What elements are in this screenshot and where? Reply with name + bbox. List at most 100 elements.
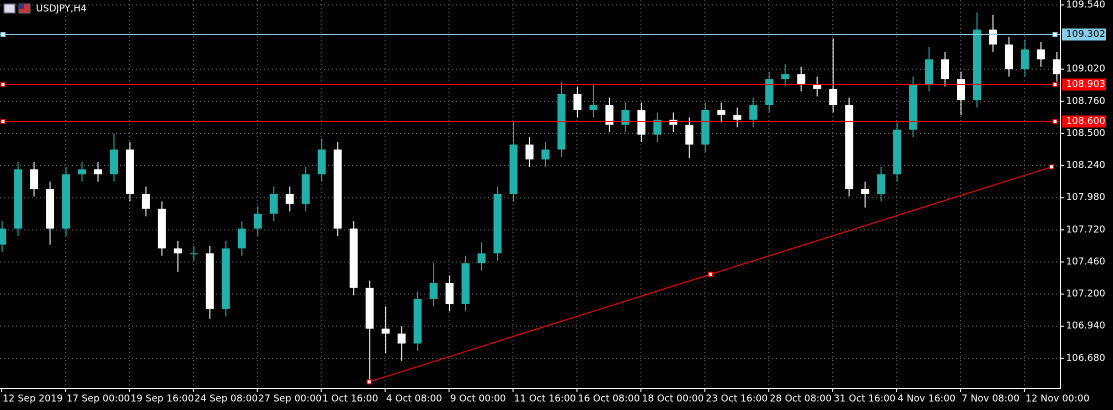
candle-body bbox=[493, 194, 502, 254]
marks bbox=[0, 12, 1061, 381]
candle-body bbox=[30, 169, 39, 190]
x-tick-label: 4 Nov 16:00 bbox=[898, 394, 956, 405]
y-tick-label: 108.760 bbox=[1066, 96, 1105, 107]
candle-body bbox=[14, 169, 23, 229]
candle-body bbox=[141, 194, 150, 209]
candle-body bbox=[781, 74, 790, 80]
candle-body bbox=[685, 124, 694, 145]
x-tick-label: 11 Oct 16:00 bbox=[514, 394, 576, 405]
x-tick-label: 9 Oct 00:00 bbox=[450, 394, 506, 405]
price-label: 108.600 bbox=[1066, 116, 1105, 127]
trend-anchor bbox=[707, 271, 713, 277]
candle-body bbox=[46, 189, 55, 229]
y-tick-label: 109.020 bbox=[1066, 64, 1105, 75]
candle-body bbox=[605, 105, 614, 125]
candle-body bbox=[125, 149, 134, 194]
candle-body bbox=[1052, 59, 1061, 75]
candle-body bbox=[573, 93, 582, 110]
candle-body bbox=[1036, 49, 1045, 60]
y-tick-label: 108.500 bbox=[1066, 128, 1105, 139]
candle-body bbox=[461, 263, 470, 304]
candle-body bbox=[0, 228, 7, 245]
candle-body bbox=[397, 333, 406, 344]
candle-body bbox=[205, 253, 214, 309]
y-tick-label: 106.940 bbox=[1066, 321, 1105, 332]
line-anchor bbox=[1052, 32, 1058, 37]
candle-body bbox=[221, 248, 230, 309]
x-tick-label: 12 Sep 2019 bbox=[3, 394, 63, 405]
y-tick-label: 107.460 bbox=[1066, 256, 1105, 267]
y-tick-label: 107.980 bbox=[1066, 192, 1105, 203]
grid bbox=[0, 0, 1058, 388]
candle-body bbox=[893, 129, 902, 175]
y-tick-label: 107.200 bbox=[1066, 289, 1105, 300]
price-label-box bbox=[1062, 78, 1106, 91]
candle-body bbox=[813, 84, 822, 89]
line-anchor bbox=[0, 82, 6, 87]
x-tick-label: 12 Nov 00:00 bbox=[1025, 394, 1089, 405]
x-tick-label: 7 Nov 08:00 bbox=[962, 394, 1020, 405]
candle-body bbox=[653, 119, 662, 135]
price-label: 109.302 bbox=[1066, 29, 1105, 40]
candle-body bbox=[957, 79, 966, 101]
candle-body bbox=[909, 84, 918, 130]
price-label-box bbox=[1062, 28, 1106, 41]
candle-body bbox=[669, 119, 678, 125]
candle-body bbox=[269, 194, 278, 214]
price-label: 108.903 bbox=[1066, 79, 1105, 90]
candle-body bbox=[93, 169, 102, 175]
candle-body bbox=[333, 149, 342, 229]
candle-body bbox=[717, 109, 726, 115]
candle-body bbox=[988, 29, 997, 45]
candle-body bbox=[477, 253, 486, 264]
x-tick-label: 18 Oct 00:00 bbox=[642, 394, 704, 405]
candle-body bbox=[189, 253, 198, 255]
line-anchor bbox=[0, 119, 6, 124]
candle-body bbox=[365, 287, 374, 329]
x-tick-label: 24 Sep 08:00 bbox=[194, 394, 257, 405]
candle-body bbox=[829, 88, 838, 106]
x-tick-label: 31 Oct 16:00 bbox=[834, 394, 896, 405]
candle-body bbox=[877, 174, 886, 194]
candle-body bbox=[413, 299, 422, 344]
candle-body bbox=[109, 149, 118, 175]
candle-body bbox=[157, 208, 166, 249]
candle-body bbox=[317, 149, 326, 175]
candle-body bbox=[253, 213, 262, 229]
x-tick-label: 1 Oct 16:00 bbox=[322, 394, 378, 405]
candle-body bbox=[285, 194, 294, 204]
candle-body bbox=[701, 109, 710, 145]
candle-body bbox=[749, 105, 758, 120]
candle-body bbox=[78, 169, 87, 175]
candle-body bbox=[445, 282, 454, 304]
candle-body bbox=[509, 144, 518, 194]
candle-body bbox=[381, 328, 390, 334]
candle-body bbox=[589, 105, 598, 110]
line-anchor bbox=[0, 32, 6, 37]
trend-anchor bbox=[1049, 164, 1055, 170]
candle-body bbox=[845, 105, 854, 190]
candle-body bbox=[237, 228, 246, 249]
y-tick-label: 106.680 bbox=[1066, 353, 1105, 364]
y-tick-label: 108.240 bbox=[1066, 160, 1105, 171]
y-tick-label: 109.540 bbox=[1066, 0, 1105, 10]
candle-body bbox=[301, 174, 310, 204]
x-tick-label: 19 Sep 16:00 bbox=[130, 394, 193, 405]
candle-body bbox=[173, 248, 182, 254]
candle-body bbox=[925, 59, 934, 85]
line-anchor bbox=[1052, 119, 1058, 124]
candle-body bbox=[1020, 49, 1029, 70]
price-label-box bbox=[1062, 115, 1106, 128]
y-tick-label: 107.720 bbox=[1066, 224, 1105, 235]
chart-title: USDJPY,H4 bbox=[36, 4, 87, 15]
candle-body bbox=[1004, 44, 1013, 70]
x-tick-label: 17 Sep 00:00 bbox=[67, 394, 130, 405]
x-tick-label: 27 Sep 00:00 bbox=[258, 394, 321, 405]
x-tick-label: 28 Oct 08:00 bbox=[770, 394, 832, 405]
candle-body bbox=[429, 282, 438, 300]
candle-body bbox=[62, 174, 71, 229]
x-tick-label: 4 Oct 08:00 bbox=[386, 394, 442, 405]
candle-body bbox=[941, 59, 950, 80]
candle-body bbox=[637, 109, 646, 135]
